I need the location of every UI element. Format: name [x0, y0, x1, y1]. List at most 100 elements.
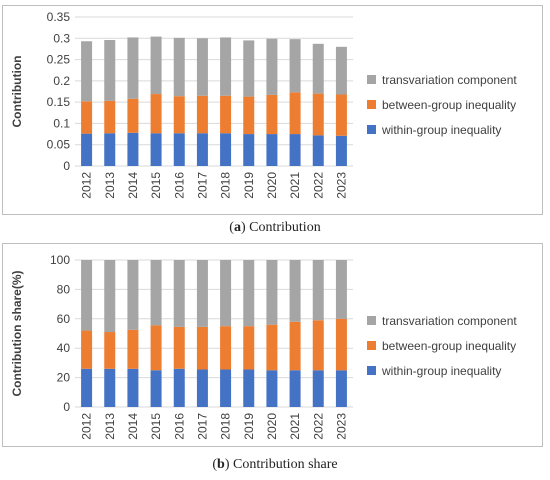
bar-within-2016 [173, 133, 185, 166]
x-tick-label: 2021 [288, 172, 302, 199]
bar-within-2016 [173, 368, 185, 407]
bar-transvariation-2015 [150, 260, 162, 326]
legend-swatch-within [367, 366, 376, 375]
bar-within-2017 [196, 369, 208, 407]
bar-between-2012 [81, 330, 93, 369]
y-tick-label: 0.3 [53, 31, 70, 45]
caption-a: (a) Contribution [229, 220, 321, 235]
bar-transvariation-2013 [104, 260, 116, 333]
bar-transvariation-2016 [173, 260, 185, 327]
bar-transvariation-2014 [127, 37, 139, 99]
bar-between-2021 [289, 321, 301, 371]
legend-label-between: between-group inequality [382, 98, 516, 112]
legend-label-between: between-group inequality [382, 339, 516, 353]
bar-transvariation-2017 [196, 260, 208, 327]
bar-within-2013 [104, 133, 116, 166]
bar-within-2023 [335, 135, 347, 166]
x-tick-label: 2023 [334, 413, 348, 440]
y-axis-label: Contribution [10, 56, 24, 128]
x-tick-label: 2019 [242, 172, 256, 199]
bar-between-2016 [173, 96, 185, 134]
bar-within-2013 [104, 368, 116, 407]
bar-between-2014 [127, 98, 139, 133]
x-tick-label: 2015 [149, 413, 163, 440]
caption-a-tag: a [233, 220, 241, 235]
bar-within-2020 [266, 370, 278, 407]
bar-between-2017 [196, 326, 208, 370]
x-tick-label: 2018 [219, 172, 233, 199]
x-tick-label: 2022 [311, 413, 325, 440]
bar-between-2017 [196, 95, 208, 134]
legend-swatch-transvariation [367, 75, 376, 84]
chart-b: 0 20 40 60 80 100 Contribution share(%) 2012 201… [10, 253, 517, 440]
legend-swatch-within [367, 125, 376, 134]
y-tick-label: 0.15 [47, 95, 71, 109]
bar-within-2019 [243, 134, 255, 166]
bar-between-2015 [150, 325, 162, 371]
bar-transvariation-2015 [150, 36, 162, 95]
bar-within-2022 [312, 135, 324, 166]
bar-between-2022 [312, 93, 324, 136]
y-tick-label: 60 [57, 312, 71, 326]
y-tick-label: 0.05 [47, 138, 71, 152]
bar-between-2013 [104, 100, 116, 134]
y-tick-label: 0 [63, 159, 70, 173]
bar-within-2012 [81, 133, 93, 166]
legend-label-transvariation: transvariation component [382, 73, 517, 87]
bar-transvariation-2012 [81, 260, 93, 331]
x-tick-label: 2012 [80, 413, 94, 440]
x-tick-label: 2012 [80, 172, 94, 199]
bar-between-2014 [127, 329, 139, 369]
bar-within-2018 [220, 369, 232, 407]
chart-a: 0 0.05 0.1 0.15 0.2 0.25 0.3 0.35 Contribution 20… [10, 10, 517, 199]
bar-between-2020 [266, 324, 278, 371]
x-tick-label: 2014 [126, 172, 140, 199]
bar-transvariation-2022 [312, 260, 324, 321]
x-tick-label: 2014 [126, 413, 140, 440]
bar-transvariation-2019 [243, 40, 255, 97]
legend-label-within: within-group inequality [381, 364, 501, 378]
bar-transvariation-2023 [335, 260, 347, 319]
bar-transvariation-2016 [173, 37, 185, 97]
bar-within-2012 [81, 368, 93, 407]
x-tick-label: 2013 [103, 172, 117, 199]
bar-transvariation-2017 [196, 38, 208, 96]
legend-label-within: within-group inequality [381, 123, 501, 137]
bar-within-2018 [220, 133, 232, 166]
bar-transvariation-2021 [289, 39, 301, 93]
legend-swatch-between [367, 100, 376, 109]
bar-within-2021 [289, 370, 301, 407]
y-tick-label: 80 [57, 282, 71, 296]
bar-between-2021 [289, 92, 301, 135]
bar-within-2021 [289, 134, 301, 166]
bar-within-2014 [127, 368, 139, 407]
bar-within-2019 [243, 369, 255, 407]
y-tick-label: 0.25 [47, 53, 71, 67]
bar-between-2022 [312, 320, 324, 371]
bar-within-2017 [196, 133, 208, 166]
x-tick-label: 2016 [172, 172, 186, 199]
bar-within-2022 [312, 370, 324, 407]
x-tick-label: 2013 [103, 413, 117, 440]
bar-transvariation-2018 [220, 260, 232, 327]
y-tick-label: 40 [57, 341, 71, 355]
bar-between-2019 [243, 96, 255, 135]
bar-transvariation-2018 [220, 37, 232, 96]
bar-between-2023 [335, 94, 347, 136]
bar-between-2023 [335, 318, 347, 371]
bar-between-2019 [243, 326, 255, 370]
caption-b: (b) Contribution share [212, 457, 338, 472]
bar-transvariation-2023 [335, 46, 347, 95]
chart-b-frame: 0 20 40 60 80 100 Contribution share(%) 2012 201… [2, 243, 543, 447]
chart-a-frame: 0 0.05 0.1 0.15 0.2 0.25 0.3 0.35 Contribution 20… [2, 5, 543, 215]
bar-between-2018 [220, 326, 232, 370]
y-tick-label: 100 [50, 253, 70, 267]
x-tick-label: 2018 [219, 413, 233, 440]
bar-within-2014 [127, 132, 139, 166]
bar-transvariation-2022 [312, 43, 324, 94]
bar-transvariation-2013 [104, 39, 116, 101]
bar-transvariation-2012 [81, 41, 93, 102]
y-tick-label: 0.1 [53, 116, 70, 130]
y-axis-label: Contribution share(%) [10, 271, 24, 397]
legend-swatch-transvariation [367, 316, 376, 325]
